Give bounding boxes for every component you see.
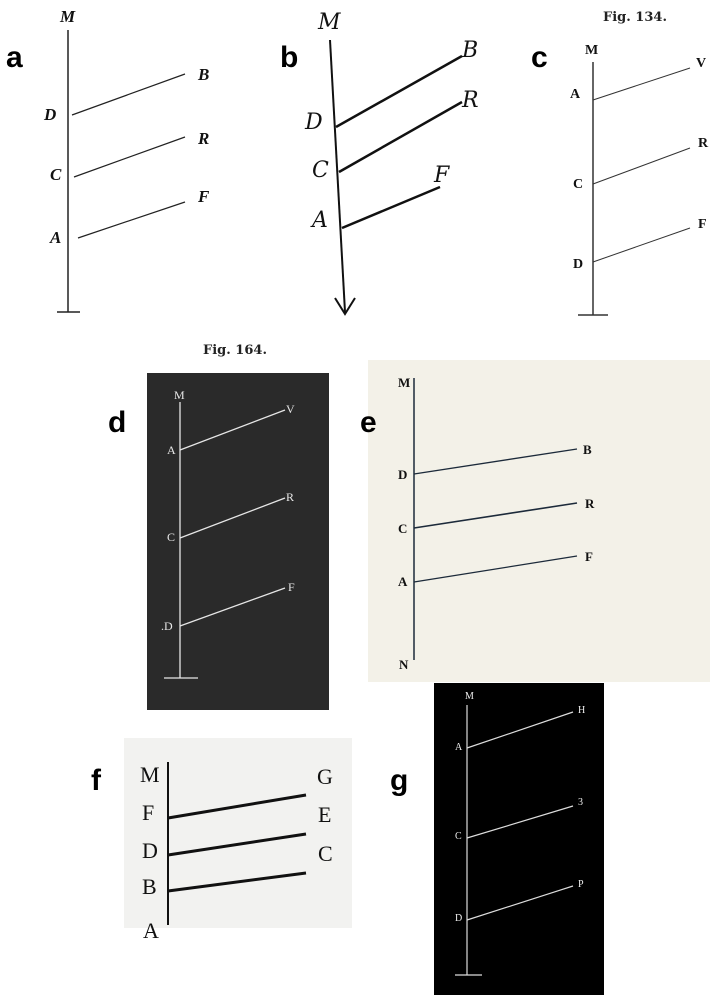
panel-b-line-af xyxy=(341,185,441,230)
panel-a-letter-b: B xyxy=(198,65,210,84)
panel-e-letter-r: R xyxy=(585,496,595,511)
panel-b-letter-b: B xyxy=(462,38,479,63)
panel-g-letter-a: A xyxy=(455,742,463,753)
panel-g-letter-m: M xyxy=(465,691,474,702)
panel-b-arrowhead xyxy=(334,297,356,316)
panel-b-letter-f: F xyxy=(434,163,450,188)
panel-f-letter-a: A xyxy=(143,918,159,943)
panel-f-letter-f: F xyxy=(142,800,155,825)
panel-c-letter-v: V xyxy=(696,56,707,71)
panel-g-letter-3: 3 xyxy=(578,797,583,808)
panel-c-line-av xyxy=(592,67,691,101)
panel-e-letter-a: A xyxy=(398,574,408,589)
panel-c-figure-title: Fig. 134. xyxy=(603,10,667,25)
panel-b-diagram xyxy=(329,39,463,316)
panel-label-a: a xyxy=(6,41,23,74)
panel-g-diagram xyxy=(455,705,574,976)
panel-e-letter-m: M xyxy=(398,375,411,390)
panel-a-diagram xyxy=(57,30,186,313)
panel-e-letter-d: D xyxy=(398,467,408,482)
panel-a-letter-a: A xyxy=(50,228,62,247)
panel-d-line-av xyxy=(179,409,286,451)
panel-c-diagram xyxy=(578,62,691,316)
panel-b-letter-a: A xyxy=(312,208,328,233)
panel-f-letter-g: G xyxy=(317,764,333,789)
panel-d-letter-f: F xyxy=(288,580,295,594)
panel-d-line-df xyxy=(179,587,286,627)
panel-f-letter-c: C xyxy=(318,841,333,866)
panel-a-letter-d: D xyxy=(44,105,57,124)
panel-d-letter-r: R xyxy=(286,490,295,504)
panel-e-letter-b: B xyxy=(583,442,592,457)
panel-c-line-cr xyxy=(592,147,691,185)
panel-g-background xyxy=(434,683,604,995)
panel-e-line-cr xyxy=(413,502,578,529)
panel-a-letter-f: F xyxy=(198,187,210,206)
panel-c-letter-a: A xyxy=(570,87,581,102)
panel-e-background xyxy=(368,360,710,682)
panel-b-line-cr xyxy=(338,100,463,174)
panel-g-line-dp xyxy=(466,885,574,921)
panel-f-diagram xyxy=(167,762,307,925)
panel-g-line-c3 xyxy=(466,805,574,839)
panel-c-letter-f: F xyxy=(698,217,707,232)
panel-label-f: f xyxy=(91,764,101,797)
panel-a-letter-r: R xyxy=(198,129,210,148)
panel-f-letter-d: D xyxy=(142,838,158,863)
panel-e-letter-f: F xyxy=(585,549,593,564)
panel-d-letter-v: V xyxy=(286,402,295,416)
panel-g-letter-d: D xyxy=(455,913,463,924)
panel-f-letter-b: B xyxy=(142,874,157,899)
panel-d-line-cr xyxy=(179,497,286,539)
panel-c-letter-r: R xyxy=(698,136,709,151)
panel-f-letter-m: M xyxy=(140,762,160,787)
panel-d-letter-a: A xyxy=(167,443,176,457)
panel-a-line-af xyxy=(77,201,186,239)
panel-g-letter-p: P xyxy=(578,879,584,890)
panel-e-line-af xyxy=(413,555,578,583)
panel-g-letter-h: H xyxy=(578,705,586,716)
panel-f-line-de xyxy=(167,832,307,857)
panel-b-letter-r: R xyxy=(462,88,479,113)
panel-e-letter-c: C xyxy=(398,521,408,536)
panel-label-e: e xyxy=(360,406,377,439)
panel-label-b: b xyxy=(280,41,299,74)
panel-a-line-cr xyxy=(73,136,186,178)
panel-b-letter-d: D xyxy=(305,110,323,135)
panel-f-background xyxy=(124,738,352,928)
panel-b-line-db xyxy=(335,54,463,129)
panel-e-letter-n: N xyxy=(399,657,409,672)
panel-d-letter-c: C xyxy=(167,530,176,544)
panel-label-c: c xyxy=(531,41,548,74)
panel-c-letter-m: M xyxy=(585,43,599,58)
panel-e-diagram xyxy=(413,378,578,660)
panel-a-letter-m: M xyxy=(60,7,76,26)
panel-d-letter-d: .D xyxy=(161,619,173,633)
panel-b-vertical-line xyxy=(329,39,346,313)
panel-f-line-fg xyxy=(167,793,307,820)
panel-g-line-ah xyxy=(466,711,574,749)
panel-f-line-bc xyxy=(167,871,307,893)
panel-c-letter-c: C xyxy=(573,177,584,192)
panel-d-background xyxy=(147,373,329,710)
panel-a-letter-c: C xyxy=(50,165,62,184)
panel-label-g: g xyxy=(390,764,409,797)
panel-b-letter-m: M xyxy=(318,10,341,35)
panel-d-figure-title: Fig. 164. xyxy=(203,343,267,358)
panel-d-letter-m: M xyxy=(174,388,185,402)
panel-label-d: d xyxy=(108,406,127,439)
panel-c-letter-d: D xyxy=(573,257,584,272)
panel-b-letter-c: C xyxy=(312,158,329,183)
panel-d-diagram xyxy=(164,402,286,679)
panel-g-letter-c: C xyxy=(455,831,462,842)
panel-e-line-db xyxy=(413,448,578,475)
panel-c-line-df xyxy=(592,227,691,263)
panel-f-letter-e: E xyxy=(318,802,332,827)
panel-a-line-db xyxy=(71,73,186,116)
